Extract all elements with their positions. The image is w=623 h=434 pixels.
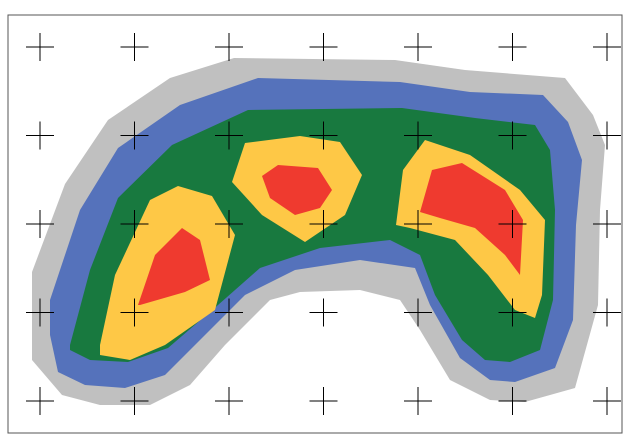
crosshair-marker-icon — [215, 210, 243, 238]
crosshair-marker-icon — [404, 33, 432, 61]
crosshair-marker-icon — [120, 298, 149, 327]
contour-peaks-right — [396, 140, 545, 318]
crosshair-marker-icon — [404, 121, 432, 150]
crosshair-marker-icon — [120, 33, 149, 61]
contour-peak-center — [262, 165, 332, 215]
crosshair-marker-icon — [593, 298, 621, 327]
crosshair-marker-icon — [215, 121, 243, 150]
crosshair-marker-icon — [498, 121, 527, 150]
crosshair-marker-icon — [215, 298, 243, 327]
crosshair-marker-icon — [309, 121, 338, 150]
crosshair-marker-icon — [404, 210, 432, 238]
contour-peak-right — [420, 163, 523, 275]
crosshair-marker-icon — [120, 121, 149, 150]
crosshair-marker-icon — [309, 387, 338, 415]
contour-peaks-center — [232, 136, 362, 242]
crosshair-marker-icon — [309, 33, 338, 61]
crosshair-marker-icon — [404, 387, 432, 415]
crosshair-grid — [26, 33, 621, 415]
crosshair-marker-icon — [593, 387, 621, 415]
crosshair-marker-icon — [498, 298, 527, 327]
crosshair-marker-icon — [26, 387, 54, 415]
crosshair-marker-icon — [309, 298, 338, 327]
crosshair-marker-icon — [498, 210, 527, 238]
crosshair-marker-icon — [593, 121, 621, 150]
crosshair-marker-icon — [215, 387, 243, 415]
crosshair-marker-icon — [120, 210, 149, 238]
crosshair-marker-icon — [593, 210, 621, 238]
crosshair-marker-icon — [593, 33, 621, 61]
crosshair-marker-icon — [498, 387, 527, 415]
crosshair-marker-icon — [404, 298, 432, 327]
crosshair-marker-icon — [26, 121, 54, 150]
crosshair-marker-icon — [498, 33, 527, 61]
crosshair-marker-icon — [26, 33, 54, 61]
crosshair-marker-icon — [309, 210, 338, 238]
crosshair-marker-icon — [120, 387, 149, 415]
crosshair-marker-icon — [26, 298, 54, 327]
crosshair-marker-icon — [215, 33, 243, 61]
crosshair-marker-icon — [26, 210, 54, 238]
diagram-frame — [7, 14, 623, 434]
contour-peaks-left — [100, 186, 235, 360]
contour-peak-left — [138, 228, 210, 305]
